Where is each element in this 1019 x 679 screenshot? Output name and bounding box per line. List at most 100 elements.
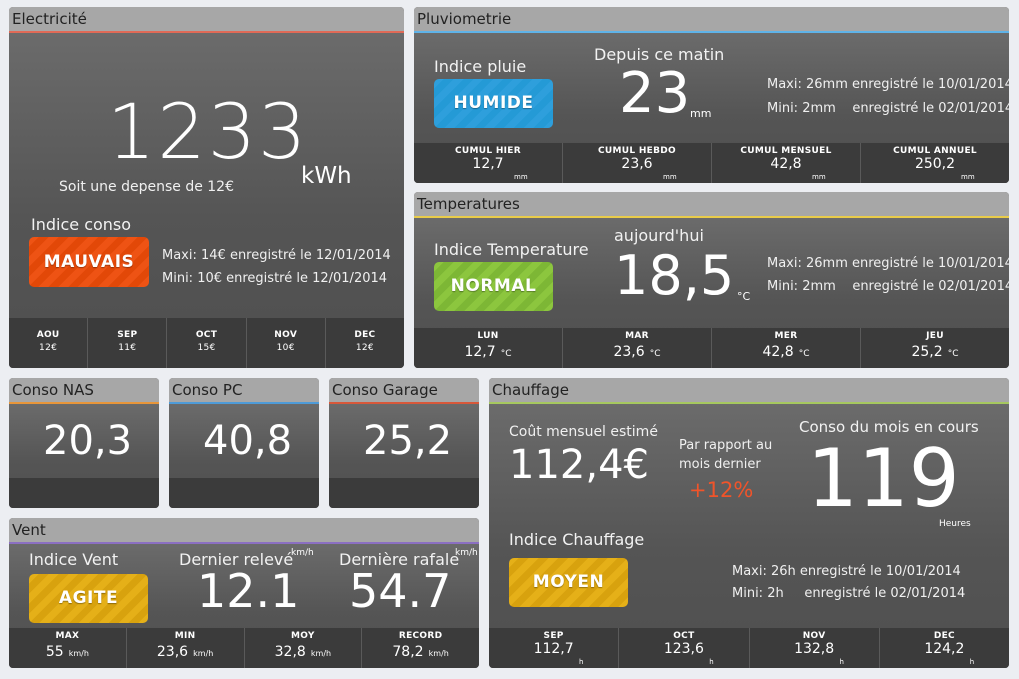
chauffage-conso-value: 119	[807, 432, 960, 525]
chauffage-panel: Chauffage Coût mensuel estimé 112,4€ Par…	[489, 378, 1009, 668]
month-cell: AOU 12€	[9, 318, 87, 368]
chauffage-month-label: OCT	[673, 631, 695, 641]
cumul-value: 250,2	[914, 156, 956, 172]
electricite-indice-label: Indice conso	[31, 215, 132, 234]
cumul-label: CUMUL HIER	[454, 146, 521, 156]
vent-stat-cell: MIN 23,6 km/h	[125, 628, 244, 668]
chauffage-rapport-label-2: mois dernier	[679, 457, 761, 472]
month-label: SEP	[117, 330, 138, 340]
chauffage-title: Chauffage	[489, 378, 1009, 404]
temperatures-panel: Temperatures Indice Temperature NORMAL a…	[414, 192, 1009, 368]
conso-pc-footer	[169, 478, 319, 508]
electricite-footer: AOU 12€ SEP 11€ OCT 15€ NOV 10€ DEC 12€	[9, 318, 404, 368]
electricite-value: 1233	[107, 87, 309, 176]
vent-body: Indice Vent AGITE Dernier relevé km/h 12…	[9, 544, 479, 668]
vent-stat-unit: km/h	[68, 649, 89, 658]
vent-stat-unit: km/h	[310, 649, 332, 658]
cumul-unit: mm	[961, 173, 975, 181]
temp-maxi: Maxi: 26mm enregistré le 10/01/2014	[767, 256, 1009, 271]
chauffage-indice-label: Indice Chauffage	[509, 530, 645, 549]
chauffage-month-label: SEP	[543, 631, 564, 641]
chauffage-conso-label: Conso du mois en cours	[799, 418, 979, 436]
day-value: 25,2	[911, 344, 943, 360]
chauffage-badge: MOYEN	[509, 558, 628, 607]
cumul-cell: CUMUL MENSUEL 42,8 mm	[711, 143, 860, 183]
conso-garage-value: 25,2	[363, 418, 453, 464]
day-value: 42,8	[762, 344, 794, 360]
vent-stat-unit: km/h	[193, 649, 214, 658]
month-cell: SEP 11€	[87, 318, 166, 368]
temp-today-label: aujourd'hui	[614, 226, 704, 245]
conso-nas-title: Conso NAS	[9, 378, 159, 404]
chauffage-month-value: 123,6	[663, 641, 704, 657]
pluviometrie-panel: Pluviometrie Indice pluie HUMIDE Depuis …	[414, 7, 1009, 183]
vent-stat-label: RECORD	[398, 631, 443, 641]
month-cell: DEC 12€	[324, 318, 404, 368]
chauffage-month-value: 112,7	[533, 641, 574, 657]
vent-releve-label: Dernier relevé	[179, 550, 294, 569]
pluviometrie-title: Pluviometrie	[414, 7, 1009, 33]
temp-badge: NORMAL	[434, 262, 553, 311]
electricite-mini: Mini: 10€ enregistré le 12/01/2014	[162, 271, 388, 286]
temperatures-body: Indice Temperature NORMAL aujourd'hui 18…	[414, 218, 1009, 368]
chauffage-month-cell: OCT 123,6 h	[618, 628, 748, 668]
pluvio-maxi: Maxi: 26mm enregistré le 10/01/2014	[767, 77, 1009, 92]
pluvio-footer: CUMUL HIER 12,7 mm CUMUL HEBDO 23,6 mm CUMUL…	[414, 143, 1009, 183]
vent-stat-value: 78,2	[392, 644, 424, 660]
electricite-title: Electricité	[9, 7, 404, 33]
cumul-value: 42,8	[770, 156, 802, 172]
day-label: LUN	[477, 331, 499, 341]
day-unit: °C	[649, 349, 661, 359]
vent-footer: MAX 55 km/h MIN 23,6 km/h MOY 32,8 km/h REC…	[9, 628, 479, 668]
chauffage-month-unit: h	[839, 658, 844, 666]
vent-stat-cell: MOY 32,8 km/h	[243, 628, 362, 668]
vent-stat-label: MIN	[174, 631, 196, 641]
conso-pc-value: 40,8	[203, 418, 293, 464]
chauffage-month-label: DEC	[933, 631, 955, 641]
chauffage-month-cell: NOV 132,8 h	[748, 628, 879, 668]
temp-footer: LUN 12,7 °C MAR 23,6 °C MER 42,8 °C JEU 25,2…	[414, 328, 1009, 368]
cumul-unit: mm	[812, 173, 826, 181]
chauffage-month-value: 124,2	[924, 641, 965, 657]
day-label: JEU	[926, 331, 944, 341]
electricite-unit: kWh	[301, 163, 352, 189]
vent-stat-cell: MAX 55 km/h	[9, 628, 126, 668]
chauffage-month-cell: DEC 124,2 h	[878, 628, 1009, 668]
cumul-label: CUMUL HEBDO	[597, 146, 676, 156]
temp-mini: Mini: 2mm enregistré le 02/01/2014	[767, 279, 1009, 294]
cumul-cell: CUMUL HIER 12,7 mm	[414, 143, 562, 183]
month-label: OCT	[195, 330, 218, 340]
vent-stat-label: MAX	[55, 631, 80, 641]
cumul-unit: mm	[663, 173, 677, 181]
vent-rafale-value: 54.7	[349, 564, 452, 618]
conso-garage-title: Conso Garage	[329, 378, 479, 404]
chauffage-cout-value: 112,4€	[509, 442, 649, 488]
conso-nas-footer	[9, 478, 159, 508]
day-unit: °C	[798, 349, 810, 359]
pluvio-unit: mm	[690, 107, 712, 120]
conso-pc-title: Conso PC	[169, 378, 319, 404]
conso-garage-body: 25,2	[329, 404, 479, 508]
vent-title: Vent	[9, 518, 479, 544]
chauffage-cout-label: Coût mensuel estimé	[509, 424, 658, 440]
conso-nas-panel: Conso NAS 20,3	[9, 378, 159, 508]
chauffage-footer: SEP 112,7 h OCT 123,6 h NOV 132,8 h DEC 124,2 h	[489, 628, 1009, 668]
cumul-label: CUMUL ANNUEL	[893, 146, 977, 156]
day-unit: °C	[500, 349, 512, 359]
temp-unit: °C	[737, 290, 751, 303]
temp-indice-label: Indice Temperature	[434, 240, 589, 259]
chauffage-month-label: NOV	[802, 631, 826, 641]
chauffage-body: Coût mensuel estimé 112,4€ Par rapport a…	[489, 404, 1009, 668]
month-value: 12€	[39, 343, 58, 353]
chauffage-rapport-value: +12%	[689, 478, 754, 502]
electricite-body: 1233 kWh Soit une depense de 12€ Indice …	[9, 33, 404, 368]
conso-nas-body: 20,3	[9, 404, 159, 508]
chauffage-month-unit: h	[709, 658, 714, 666]
temp-value: 18,5	[614, 244, 735, 307]
vent-badge: AGITE	[29, 574, 148, 623]
month-cell: NOV 10€	[245, 318, 325, 368]
electricite-depense: Soit une depense de 12€	[59, 179, 234, 195]
electricite-badge: MAUVAIS	[29, 237, 149, 287]
pluvio-badge: HUMIDE	[434, 79, 553, 128]
month-value: 12€	[355, 343, 374, 353]
